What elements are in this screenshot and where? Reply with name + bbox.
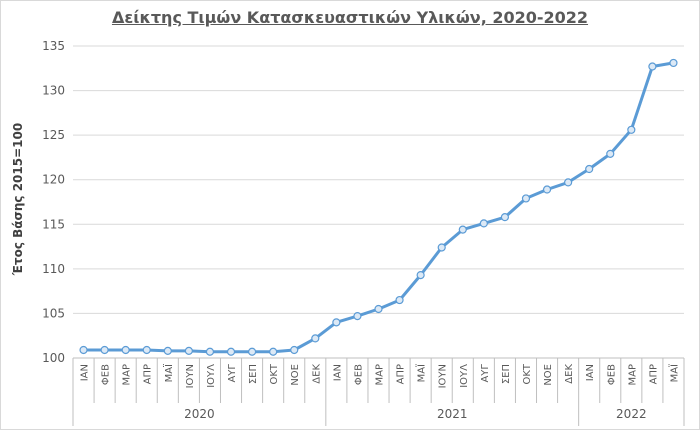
data-point — [395, 295, 404, 305]
data-point — [627, 125, 636, 134]
x-tick-label: ΣΕΠ — [248, 364, 259, 384]
data-point — [163, 346, 172, 355]
x-tick-label: ΑΠΡ — [648, 364, 659, 384]
y-tick-label: 120 — [42, 173, 65, 187]
data-point — [606, 149, 615, 158]
chart-title: Δείκτης Τιμών Κατασκευαστικών Υλικών, 20… — [111, 8, 589, 27]
x-tick-label: ΦΕΒ — [353, 364, 364, 385]
x-tick-label: ΙΟΥΛ — [206, 364, 217, 388]
x-tick-label: ΙΟΥΝ — [185, 364, 196, 388]
y-tick-label: 100 — [42, 351, 65, 365]
x-tick-label: ΝΟΕ — [543, 364, 554, 386]
data-point — [585, 164, 594, 174]
data-point — [374, 304, 383, 314]
x-tick-label: ΝΟΕ — [290, 364, 301, 386]
x-tick-label: ΙΟΥΛ — [459, 364, 470, 388]
y-tick-label: 110 — [42, 262, 65, 276]
data-point — [311, 334, 320, 343]
data-point — [79, 345, 88, 355]
x-tick-label: ΑΥΓ — [480, 364, 491, 383]
x-tick-label: ΔΕΚ — [564, 364, 575, 384]
x-tick-label: ΣΕΠ — [501, 364, 512, 384]
group-label: 2022 — [616, 407, 647, 421]
data-point — [500, 213, 510, 222]
data-point — [416, 270, 425, 280]
data-point — [290, 345, 299, 355]
data-point — [184, 346, 193, 355]
data-point — [142, 345, 151, 355]
x-tick-label: ΜΑΪ — [162, 364, 175, 382]
x-tick-label: ΙΑΝ — [585, 364, 596, 381]
x-tick-label: ΑΠΡ — [143, 364, 154, 384]
data-point — [332, 318, 341, 327]
data-point — [648, 62, 657, 71]
data-point — [521, 194, 531, 203]
x-tick-label: ΜΑΪ — [667, 364, 680, 382]
x-tick-label: ΜΑΡ — [627, 364, 638, 386]
x-tick-label: ΔΕΚ — [311, 364, 322, 384]
gridlines — [73, 45, 684, 314]
data-point — [542, 185, 552, 194]
x-tick-label: ΙΑΝ — [332, 364, 343, 381]
x-tick-label: ΑΠΡ — [396, 364, 407, 384]
x-tick-label: ΜΑΡ — [375, 364, 386, 386]
x-axis: 2020 2021 2022 ΙΑΝ ΦΕΒ ΜΑΡ ΑΠΡ ΜΑΪ ΙΟΥΝ ΙΟΥΛ ΑΥΓ ΣΕ… — [72, 357, 685, 426]
data-point — [269, 347, 278, 356]
data-point — [458, 225, 467, 234]
y-tick-label: 115 — [42, 217, 65, 231]
y-tick-label: 105 — [42, 306, 65, 320]
data-point — [479, 219, 488, 228]
y-axis-ticks: 100 105 110 115 120 125 130 135 — [42, 39, 65, 365]
data-points — [79, 58, 678, 356]
x-tick-label: ΙΑΝ — [80, 364, 91, 381]
data-point — [100, 345, 109, 355]
data-point — [669, 58, 678, 68]
group-label: 2020 — [184, 407, 215, 421]
data-point — [226, 347, 236, 356]
x-tick-label: ΑΥΓ — [227, 364, 238, 383]
x-tick-label: ΦΕΒ — [101, 364, 112, 385]
data-point — [353, 312, 362, 321]
data-point — [247, 347, 257, 356]
data-point — [437, 243, 446, 252]
data-point — [564, 178, 573, 187]
x-tick-label: ΙΟΥΝ — [438, 364, 449, 388]
x-tick-label: ΜΑΡ — [122, 364, 133, 386]
data-point — [205, 347, 215, 356]
x-tick-label: ΦΕΒ — [606, 364, 617, 385]
data-point — [121, 345, 130, 355]
y-tick-label: 135 — [42, 39, 65, 53]
x-tick-label: ΟΚΤ — [269, 363, 280, 384]
group-label: 2021 — [437, 407, 468, 421]
y-tick-label: 130 — [42, 84, 65, 98]
x-tick-label: ΜΑΪ — [415, 364, 428, 382]
x-tick-label: ΟΚΤ — [522, 363, 533, 384]
y-tick-label: 125 — [42, 128, 65, 142]
